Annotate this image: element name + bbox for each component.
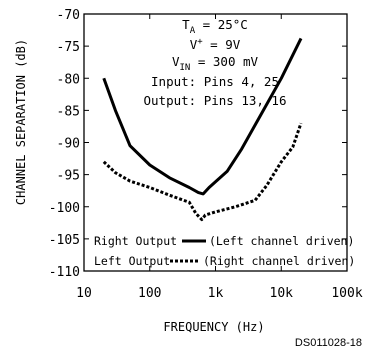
x-axis: 10 100 1k 10k 100k: [76, 14, 363, 301]
ta-symbol: T: [182, 17, 190, 32]
svg-text:VIN = 300 mV: VIN = 300 mV: [172, 54, 259, 73]
plot-border: [83, 13, 348, 272]
conditions-block: TA = 25°C V+ = 9V VIN = 300 mV Input: Pi…: [144, 17, 287, 108]
vplus-symbol: V: [190, 37, 198, 52]
vin-value: = 300 mV: [190, 54, 258, 69]
figure-code: DS011028-18: [295, 337, 362, 349]
y-axis: -70 -75 -80 -85 -90 -95 -100 -105 -110: [49, 8, 347, 280]
y-tick-label: -90: [57, 137, 80, 152]
series-layer: [102, 37, 303, 222]
y-tick-label: -105: [49, 233, 80, 248]
y-axis-label: CHANNEL SEPARATION (dB): [14, 39, 28, 205]
x-tick-label: 10k: [270, 286, 294, 301]
legend-label-right-output: Right Output: [94, 234, 177, 248]
svg-text:TA = 25°C: TA = 25°C: [182, 17, 248, 36]
x-tick-label: 1k: [208, 286, 224, 301]
vplus-value: = 9V: [203, 37, 241, 52]
y-tick-label: -110: [49, 265, 80, 280]
ta-subscript: A: [190, 26, 196, 36]
legend-desc-right-driven: (Right channel driven): [203, 254, 355, 268]
vplus-superscript: +: [197, 37, 203, 47]
x-axis-label: FREQUENCY (Hz): [163, 320, 264, 334]
output-pins: Output: Pins 13, 16: [144, 93, 287, 108]
y-tick-label: -100: [49, 201, 80, 216]
series-line-left-output: [102, 122, 303, 222]
vin-symbol: V: [172, 54, 180, 69]
y-tick-label: -95: [57, 169, 80, 184]
legend: Right Output (Left channel driven) Left …: [94, 234, 355, 268]
y-tick-label: -85: [57, 104, 80, 119]
x-tick-label: 100: [138, 286, 161, 301]
legend-label-left-output: Left Output: [94, 254, 170, 268]
input-pins: Input: Pins 4, 25: [151, 74, 279, 89]
series-line-right-output: [102, 37, 303, 196]
plot-frame: [83, 13, 348, 272]
y-tick-label: -75: [57, 40, 80, 55]
ta-value: = 25°C: [195, 17, 248, 32]
legend-desc-left-driven: (Left channel driven): [209, 234, 354, 248]
x-tick-label: 10: [76, 286, 92, 301]
y-tick-label: -70: [57, 8, 80, 23]
vin-subscript: IN: [179, 63, 190, 73]
x-tick-label: 100k: [331, 286, 362, 301]
svg-text:V+ = 9V: V+ = 9V: [190, 37, 241, 52]
y-tick-label: -80: [57, 72, 80, 87]
